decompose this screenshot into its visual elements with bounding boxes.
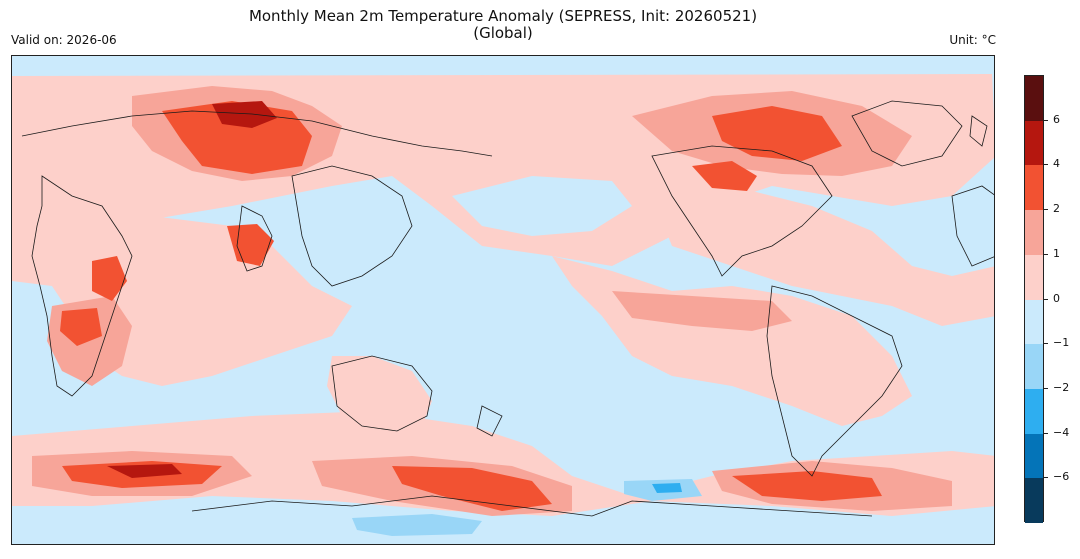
colorbar-tick-label: −6 (1053, 470, 1070, 484)
colorbar-segment (1025, 76, 1043, 122)
usa-strong-warm (692, 161, 757, 191)
canada-strong-warm (712, 106, 842, 161)
australia-region (327, 356, 432, 431)
siberia-strong-warm (162, 101, 312, 174)
antarctic-west-extreme-warm (107, 464, 182, 478)
siberia-extreme-warm (212, 101, 277, 128)
colorbar-segment (1025, 433, 1043, 479)
colorbar-segment (1025, 165, 1043, 211)
colorbar-tick-label: −2 (1053, 380, 1070, 394)
colorbar-segment (1025, 388, 1043, 435)
colorbar-tick-label: −4 (1053, 425, 1070, 439)
americas-warm (652, 186, 994, 326)
colorbar-segment (1025, 254, 1043, 300)
valid-date-label: Valid on: 2026-06 (11, 33, 117, 47)
colorbar-segment (1025, 478, 1043, 524)
unit-label: Unit: °C (949, 33, 996, 47)
north-pacific-cool (452, 176, 632, 236)
map-subtitle: (Global) (473, 24, 533, 42)
colorbar-tick-label: −1 (1053, 336, 1070, 350)
colorbar-tick-label: 4 (1053, 157, 1060, 171)
antarctic-east-strong-warm (732, 471, 882, 501)
colorbar-tick-label: 6 (1053, 112, 1060, 126)
colorbar-segment (1025, 299, 1043, 345)
colorbar-segment (1025, 210, 1043, 256)
anomaly-map-canvas (12, 56, 994, 544)
colorbar-segment (1025, 120, 1043, 166)
colorbar (1024, 75, 1044, 524)
colorbar-tick-label: 2 (1053, 202, 1060, 216)
central-pacific-mid-warm (612, 291, 792, 331)
map-title: Monthly Mean 2m Temperature Anomaly (SEP… (248, 7, 758, 25)
southern-ocean-cool (352, 514, 482, 536)
colorbar-tick-label: 1 (1053, 246, 1060, 260)
coastlines (21, 100, 994, 517)
colorbar-segment (1025, 344, 1043, 390)
antarctic-strong-cool (652, 483, 682, 493)
antarctic-central-strong-warm (392, 466, 552, 511)
africa-strong-warm (60, 256, 127, 346)
anomaly-map (11, 55, 995, 545)
colorbar-tick-label: 0 (1053, 291, 1060, 305)
